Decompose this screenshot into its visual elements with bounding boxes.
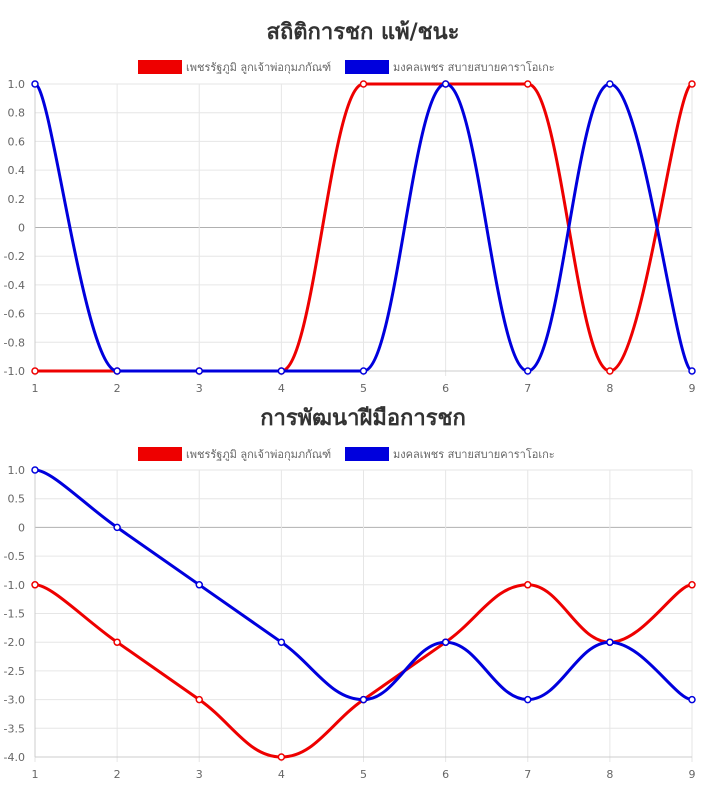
x-tick-label: 6	[442, 382, 449, 395]
x-tick-label: 4	[278, 382, 285, 395]
legend: เพชรรัฐภูมิ ลูกเจ้าพ่อกุมภกัณฑ์ มงคลเพชร…	[138, 60, 555, 74]
y-tick-label: -3.5	[4, 722, 25, 735]
data-point-series-2[interactable]	[441, 80, 450, 88]
x-tick-label: 7	[524, 768, 531, 781]
data-point-series-2[interactable]	[113, 367, 121, 375]
y-tick-label: 0.2	[8, 193, 26, 206]
x-tick-label: 3	[196, 768, 203, 781]
y-tick-label: 0	[18, 222, 25, 235]
x-tick-label: 4	[278, 768, 285, 781]
x-tick-label: 5	[360, 768, 367, 781]
y-tick-label: -0.8	[4, 336, 25, 349]
data-point-series-2[interactable]	[524, 695, 532, 704]
y-tick-label: 0.8	[8, 107, 26, 120]
data-point-series-2[interactable]	[359, 695, 368, 704]
x-tick-label: 3	[196, 382, 203, 395]
legend-swatch-series-2[interactable]	[345, 60, 389, 74]
data-point-series-1[interactable]	[688, 80, 696, 88]
y-tick-label: -1.0	[4, 579, 25, 592]
data-point-series-1[interactable]	[195, 695, 203, 704]
plot-area: 1.0 0.5 0 -0.5 -1.0 -1.5 -2.0 -2.5 -3.0 -3.5 -4.0 1…	[4, 464, 696, 781]
data-point-series-2[interactable]	[277, 367, 286, 375]
x-tick-label: 5	[360, 382, 367, 395]
data-point-series-2[interactable]	[606, 638, 614, 646]
legend-swatch-series-1[interactable]	[138, 60, 182, 74]
series-line-2	[34, 468, 693, 702]
y-tick-label: -0.5	[4, 550, 25, 563]
legend-swatch-series-2[interactable]	[345, 447, 389, 461]
y-tick-label: -0.6	[4, 308, 25, 321]
skill-development-chart-svg: การพัฒนาฝีมือการชก เพชรรัฐภูมิ ลูกเจ้าพ่…	[4, 406, 696, 781]
y-tick-label: 0.4	[8, 164, 26, 177]
win-loss-chart-svg: สถิติการชก แพ้/ชนะ เพชรรัฐภูมิ ลูกเจ้าพ่…	[4, 20, 696, 395]
x-tick-label: 2	[114, 382, 121, 395]
y-tick-label: 1.0	[8, 78, 26, 91]
data-point-series-1[interactable]	[31, 581, 39, 589]
data-point-series-1[interactable]	[113, 638, 121, 646]
x-tick-label: 6	[442, 768, 449, 781]
y-tick-label: -0.2	[4, 250, 25, 263]
data-point-series-1[interactable]	[359, 80, 368, 88]
y-tick-label: -1.5	[4, 608, 25, 621]
x-tick-label: 8	[606, 768, 613, 781]
y-tick-label: -3.0	[4, 694, 25, 707]
data-point-series-1[interactable]	[524, 80, 532, 88]
legend-label-series-1[interactable]: เพชรรัฐภูมิ ลูกเจ้าพ่อกุมภกัณฑ์	[186, 61, 331, 74]
data-point-series-1[interactable]	[688, 581, 696, 589]
data-point-series-2[interactable]	[688, 695, 696, 704]
x-tick-label: 1	[32, 768, 39, 781]
legend: เพชรรัฐภูมิ ลูกเจ้าพ่อกุมภกัณฑ์ มงคลเพชร…	[138, 447, 555, 461]
skill-development-chart: การพัฒนาฝีมือการชก เพชรรัฐภูมิ ลูกเจ้าพ่…	[0, 396, 727, 792]
x-tick-label: 2	[114, 768, 121, 781]
data-point-series-2[interactable]	[277, 638, 286, 646]
x-tick-label: 9	[689, 768, 696, 781]
data-point-series-1[interactable]	[606, 367, 614, 375]
x-tick-label: 8	[606, 382, 613, 395]
y-tick-label: -2.5	[4, 665, 25, 678]
x-tick-label: 7	[524, 382, 531, 395]
data-point-series-1[interactable]	[31, 367, 39, 375]
x-tick-label: 1	[32, 382, 39, 395]
y-tick-label: 1.0	[8, 464, 26, 477]
legend-label-series-2[interactable]: มงคลเพชร สบายสบายคาราโอเกะ	[393, 60, 555, 74]
data-point-series-1[interactable]	[277, 753, 286, 761]
chart-title: การพัฒนาฝีมือการชก	[260, 406, 466, 431]
data-point-series-2[interactable]	[31, 80, 39, 88]
y-tick-label: 0.5	[8, 493, 26, 506]
win-loss-chart: สถิติการชก แพ้/ชนะ เพชรรัฐภูมิ ลูกเจ้าพ่…	[4, 20, 696, 395]
legend-swatch-series-1[interactable]	[138, 447, 182, 461]
y-tick-label: -2.0	[4, 636, 25, 649]
y-tick-label: -0.4	[4, 279, 25, 292]
data-point-series-2[interactable]	[113, 523, 121, 532]
y-tick-label: 0.6	[8, 135, 26, 148]
data-point-series-2[interactable]	[606, 80, 614, 88]
data-point-series-2[interactable]	[524, 367, 532, 375]
series-line-2	[33, 82, 694, 373]
plot-area: 1.0 0.8 0.6 0.4 0.2 0 -0.2 -0.4 -0.6 -0.8 -1.0 1 2 3 4…	[4, 78, 696, 395]
data-point-series-2[interactable]	[359, 367, 368, 375]
y-tick-label: 0	[18, 521, 25, 534]
legend-label-series-2[interactable]: มงคลเพชร สบายสบายคาราโอเกะ	[393, 447, 555, 461]
legend-label-series-1[interactable]: เพชรรัฐภูมิ ลูกเจ้าพ่อกุมภกัณฑ์	[186, 448, 331, 461]
x-tick-label: 9	[689, 382, 696, 395]
chart-title: สถิติการชก แพ้/ชนะ	[267, 20, 460, 45]
data-point-series-2[interactable]	[441, 638, 450, 646]
data-point-series-1[interactable]	[524, 581, 532, 589]
y-tick-label: -4.0	[4, 751, 25, 764]
y-tick-label: -1.0	[4, 365, 25, 378]
data-point-series-2[interactable]	[195, 367, 203, 375]
data-point-series-2[interactable]	[31, 466, 39, 474]
data-point-series-2[interactable]	[195, 581, 203, 589]
data-point-series-2[interactable]	[688, 367, 696, 375]
